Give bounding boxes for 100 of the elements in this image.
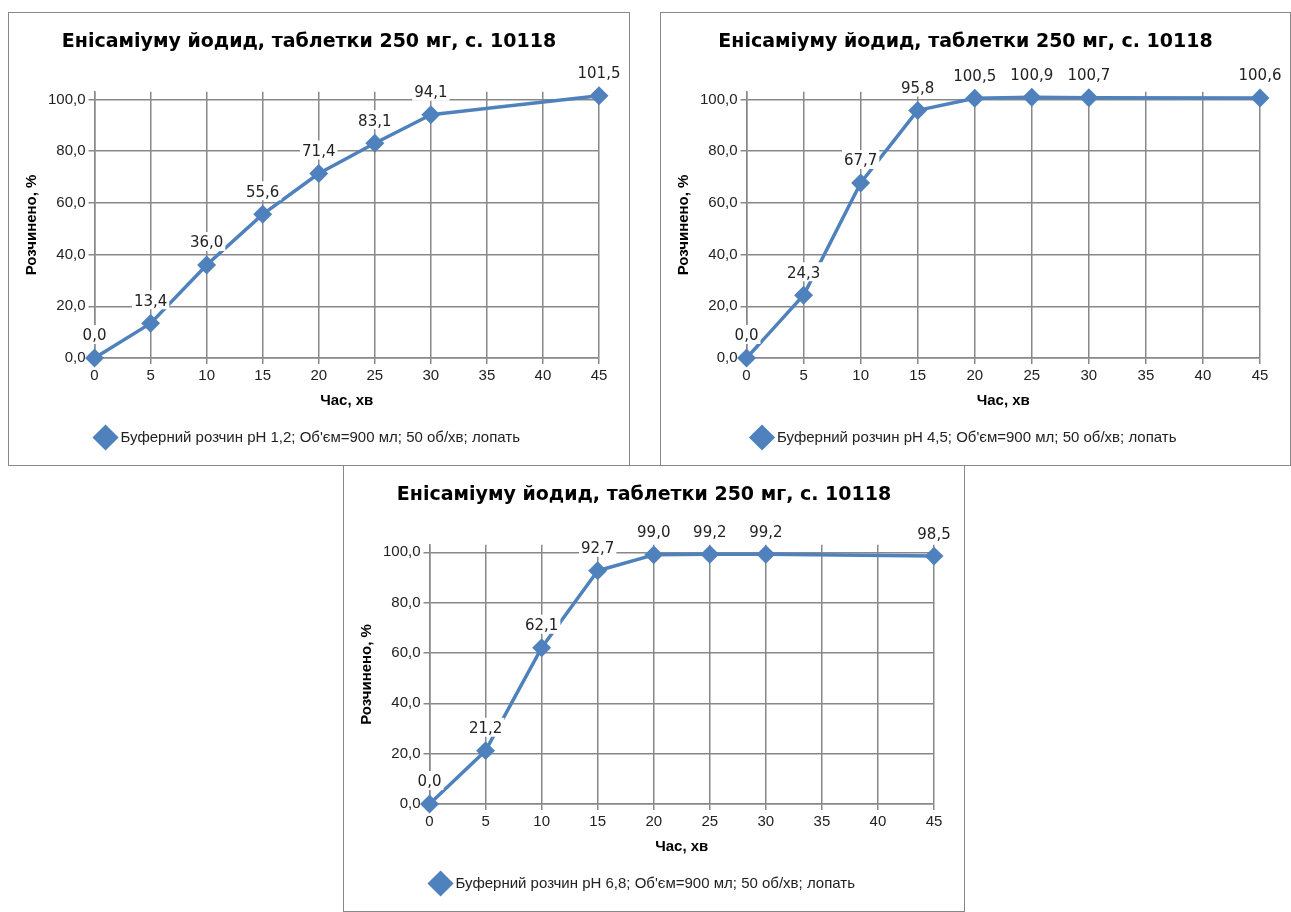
x-tick-label: 20 — [310, 366, 328, 384]
x-tick-label: 5 — [799, 366, 808, 384]
text: 21,2 — [468, 719, 503, 738]
y-tick-label: 40,0 — [56, 244, 86, 262]
x-axis-title: Час, хв — [320, 391, 374, 409]
y-tick-label: 100,0 — [47, 89, 86, 107]
y-tick-label: 0,0 — [399, 794, 421, 812]
point — [366, 134, 384, 152]
x-tick-label: 15 — [909, 366, 927, 384]
y-axis-title: Розчинено, % — [674, 174, 692, 276]
y-tick-label: 60,0 — [56, 193, 86, 211]
x-tick-label: 0 — [425, 812, 434, 830]
y-tick-label: 0,0 — [716, 348, 738, 366]
text: 92,7 — [580, 539, 615, 558]
x-tick-label: 25 — [1023, 366, 1041, 384]
point — [85, 349, 104, 367]
point — [420, 795, 439, 813]
text: 100,7 — [1067, 66, 1111, 85]
point — [588, 561, 607, 580]
text: 62,1 — [524, 616, 559, 635]
y-tick-label: 80,0 — [391, 592, 421, 610]
point — [422, 106, 440, 124]
x-tick-label: 30 — [757, 812, 775, 830]
chart-title: Енісаміуму йодид, таблетки 250 мг, с. 10118 — [396, 482, 892, 505]
point — [925, 547, 943, 565]
text: 36,0 — [189, 233, 224, 252]
y-tick-label: 80,0 — [56, 141, 86, 159]
x-tick-label: 35 — [813, 812, 831, 830]
point — [590, 86, 608, 105]
x-tick-label: 45 — [1251, 366, 1269, 384]
text: 95,8 — [900, 78, 935, 97]
point — [644, 546, 663, 564]
point — [141, 314, 160, 333]
y-tick-label: 100,0 — [382, 542, 421, 560]
x-tick-label: 20 — [966, 366, 984, 384]
x-tick-label: 30 — [1080, 366, 1098, 384]
text: 101,5 — [577, 64, 621, 83]
text: 0,0 — [417, 772, 442, 791]
point — [908, 101, 927, 120]
text: 71,4 — [302, 141, 336, 160]
x-tick-label: 40 — [534, 366, 552, 384]
point — [1023, 88, 1041, 106]
x-tick-label: 20 — [645, 812, 663, 830]
text: 0,0 — [734, 326, 759, 345]
point — [794, 286, 813, 304]
point — [701, 545, 719, 564]
point — [757, 545, 775, 564]
text: 13,4 — [133, 291, 168, 310]
x-tick-label: 40 — [869, 812, 887, 830]
y-tick-label: 40,0 — [391, 693, 421, 711]
x-tick-label: 10 — [533, 812, 550, 830]
point — [253, 205, 272, 224]
y-tick-label: 100,0 — [699, 89, 738, 107]
point — [532, 638, 551, 657]
text: 100,5 — [953, 66, 997, 85]
y-tick-label: 40,0 — [708, 244, 738, 262]
point — [965, 89, 984, 108]
x-tick-label: 35 — [1137, 366, 1155, 384]
y-tick-label: 80,0 — [708, 141, 738, 159]
legend-label: Буферний розчин рН 1,2; Об'єм=900 мл; 50 об/хв; лопать — [120, 427, 521, 445]
y-tick-label: 60,0 — [708, 193, 738, 211]
text: 83,1 — [358, 111, 392, 130]
x-tick-label: 45 — [590, 366, 608, 384]
text: 100,9 — [1010, 65, 1054, 84]
x-tick-label: 35 — [478, 366, 496, 384]
x-tick-label: 45 — [925, 812, 943, 830]
text: 67,7 — [843, 151, 878, 170]
x-tick-label: 30 — [422, 366, 440, 384]
point — [197, 256, 216, 274]
chart-title: Енісаміуму йодид, таблетки 250 мг, с. 10118 — [61, 29, 557, 52]
y-axis-title: Розчинено, % — [22, 174, 40, 276]
text: 98,5 — [917, 524, 951, 543]
text: 94,1 — [414, 83, 448, 102]
x-tick-label: 25 — [701, 812, 719, 830]
y-tick-label: 20,0 — [391, 743, 421, 761]
chart-title: Енісаміуму йодид, таблетки 250 мг, с. 10118 — [718, 29, 1213, 52]
y-tick-label: 60,0 — [391, 643, 421, 661]
text: 99,2 — [749, 522, 783, 541]
text: 99,0 — [637, 523, 671, 542]
x-axis-title: Час, хв — [976, 391, 1030, 409]
x-tick-label: 10 — [198, 366, 215, 384]
point — [1251, 89, 1269, 107]
y-tick-label: 20,0 — [708, 296, 738, 314]
x-tick-label: 0 — [90, 366, 99, 384]
x-tick-label: 15 — [589, 812, 607, 830]
y-tick-label: 20,0 — [56, 296, 86, 314]
text: 0,0 — [82, 326, 107, 345]
y-tick-label: 0,0 — [64, 348, 86, 366]
x-tick-label: 25 — [366, 366, 384, 384]
x-tick-label: 15 — [254, 366, 272, 384]
point — [737, 349, 756, 367]
point — [1080, 88, 1098, 107]
x-tick-label: 5 — [146, 366, 155, 384]
x-tick-label: 5 — [481, 812, 490, 830]
point — [851, 174, 870, 192]
y-axis-title: Розчинено, % — [357, 624, 375, 725]
x-tick-label: 40 — [1194, 366, 1212, 384]
text: 24,3 — [786, 263, 821, 282]
text: 55,6 — [245, 182, 280, 201]
point — [476, 741, 495, 760]
